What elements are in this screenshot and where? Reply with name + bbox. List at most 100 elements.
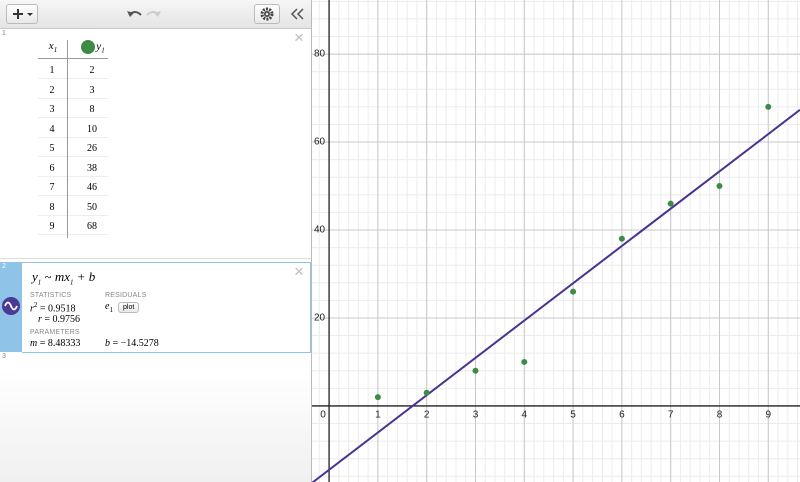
formula-part: 1 [37, 278, 42, 287]
stat-r2: r2 = 0.9518 [30, 301, 76, 314]
header-sub: 1 [101, 46, 105, 55]
residual: e1 [105, 301, 113, 314]
cell-rule [68, 234, 108, 235]
table-cell: 1 [49, 65, 55, 76]
expression-panel: 1 × x1 y1 1 2 2 3 3 8 4 10 5 26 6 38 7 46 8 50 9 68 2 × y1 … [0, 0, 312, 482]
cell-rule [38, 175, 67, 177]
delete-button[interactable]: × [294, 28, 304, 47]
header-var: y [96, 40, 102, 53]
panel-fade [0, 370, 311, 482]
table-header: y1 [78, 40, 108, 55]
equals: = [39, 303, 46, 315]
data-point [618, 235, 625, 242]
param-value: 8.48333 [47, 338, 81, 349]
formula-part: y [32, 269, 38, 284]
table-cell: 6 [49, 162, 55, 174]
table-cell: 46 [87, 182, 97, 193]
section-label: PARAMETERS [30, 329, 80, 336]
cell-rule [68, 136, 108, 138]
column-icon [81, 40, 96, 54]
cell-rule [68, 175, 108, 177]
cell-rule [38, 97, 67, 99]
toolbar [0, 0, 311, 29]
cell-rule [38, 78, 67, 79]
data-point [716, 183, 723, 190]
stat-value: 0.9518 [48, 303, 76, 315]
x-tick-label: 8 [717, 410, 723, 421]
y-tick-label: 60 [314, 137, 326, 148]
data-point [423, 389, 430, 396]
stat-r: r = 0.9756 [38, 314, 80, 325]
cell-rule [38, 136, 67, 138]
expression-index: 1 [2, 30, 6, 37]
expression-index: 3 [2, 353, 6, 360]
section-label: STATISTICS [30, 292, 72, 299]
settings-button[interactable] [254, 4, 280, 24]
residual-sub: 1 [109, 306, 113, 314]
graph-paper: 0 1 2 3 4 5 6 7 8 9 20 40 60 80 [312, 0, 800, 482]
expression-index: 2 [2, 263, 6, 270]
collapse-button[interactable] [288, 6, 306, 22]
table-cell: 68 [87, 221, 97, 232]
x-tick-label: 2 [424, 410, 430, 421]
residual-var: e [105, 301, 110, 312]
table-cell: 2 [49, 84, 55, 96]
x-tick-label: 5 [570, 410, 576, 421]
y-tick-label: 20 [314, 313, 326, 324]
data-point [472, 367, 479, 374]
gear-icon [260, 7, 274, 21]
data-point [765, 103, 772, 110]
cell-rule [68, 214, 108, 216]
table-cell: 3 [89, 84, 95, 96]
regression-icon [2, 297, 20, 315]
x-tick-label: 9 [765, 410, 771, 421]
param-name: b [105, 338, 110, 349]
delete-button[interactable]: × [294, 262, 304, 281]
table-cell: 8 [49, 201, 55, 213]
plot-button[interactable]: plot [118, 302, 140, 313]
section-label: RESIDUALS [105, 292, 147, 299]
equals: = [44, 314, 51, 325]
data-point [570, 288, 577, 295]
table-cell: 5 [49, 143, 55, 154]
regression-formula: y1 ~ mx1 + b [32, 269, 95, 287]
table-cell: 7 [49, 182, 55, 193]
regression-line [312, 108, 800, 482]
cell-rule [68, 156, 108, 157]
equals: = [39, 338, 46, 349]
table-cell: 10 [87, 123, 97, 135]
param-b: b = −14.5278 [105, 338, 159, 349]
table-cell: 8 [89, 104, 95, 115]
add-icon [13, 9, 33, 19]
header-var: x [48, 40, 54, 52]
table-cell: 26 [87, 143, 97, 154]
param-name: m [30, 338, 38, 349]
param-value: −14.5278 [120, 338, 159, 349]
data-point [374, 394, 381, 401]
y-tick-label: 40 [314, 225, 326, 236]
equals: = [112, 338, 119, 349]
x-tick-label: 3 [473, 410, 479, 421]
table-cell: 38 [87, 162, 97, 174]
header-sub: 1 [53, 46, 58, 55]
stat-name: r [30, 303, 34, 315]
formula-part: ~ [44, 269, 52, 284]
cell-rule [38, 117, 67, 118]
x-tick-label: 4 [521, 410, 527, 421]
stat-value: 0.9756 [52, 314, 81, 325]
x-tick-label: 7 [668, 410, 674, 421]
cell-rule [38, 195, 67, 196]
cell-rule [68, 97, 108, 99]
cell-rule [68, 195, 108, 196]
divider [0, 258, 311, 259]
data-point [521, 358, 528, 365]
formula-part: mx [54, 269, 70, 284]
undo-redo[interactable] [126, 6, 162, 22]
expression-box [22, 262, 311, 353]
table-header: x1 [38, 40, 68, 54]
x-tick-label: 6 [619, 410, 625, 421]
stat-name: r [38, 314, 42, 325]
add-button[interactable] [6, 4, 38, 24]
formula-part: 1 [70, 278, 74, 287]
